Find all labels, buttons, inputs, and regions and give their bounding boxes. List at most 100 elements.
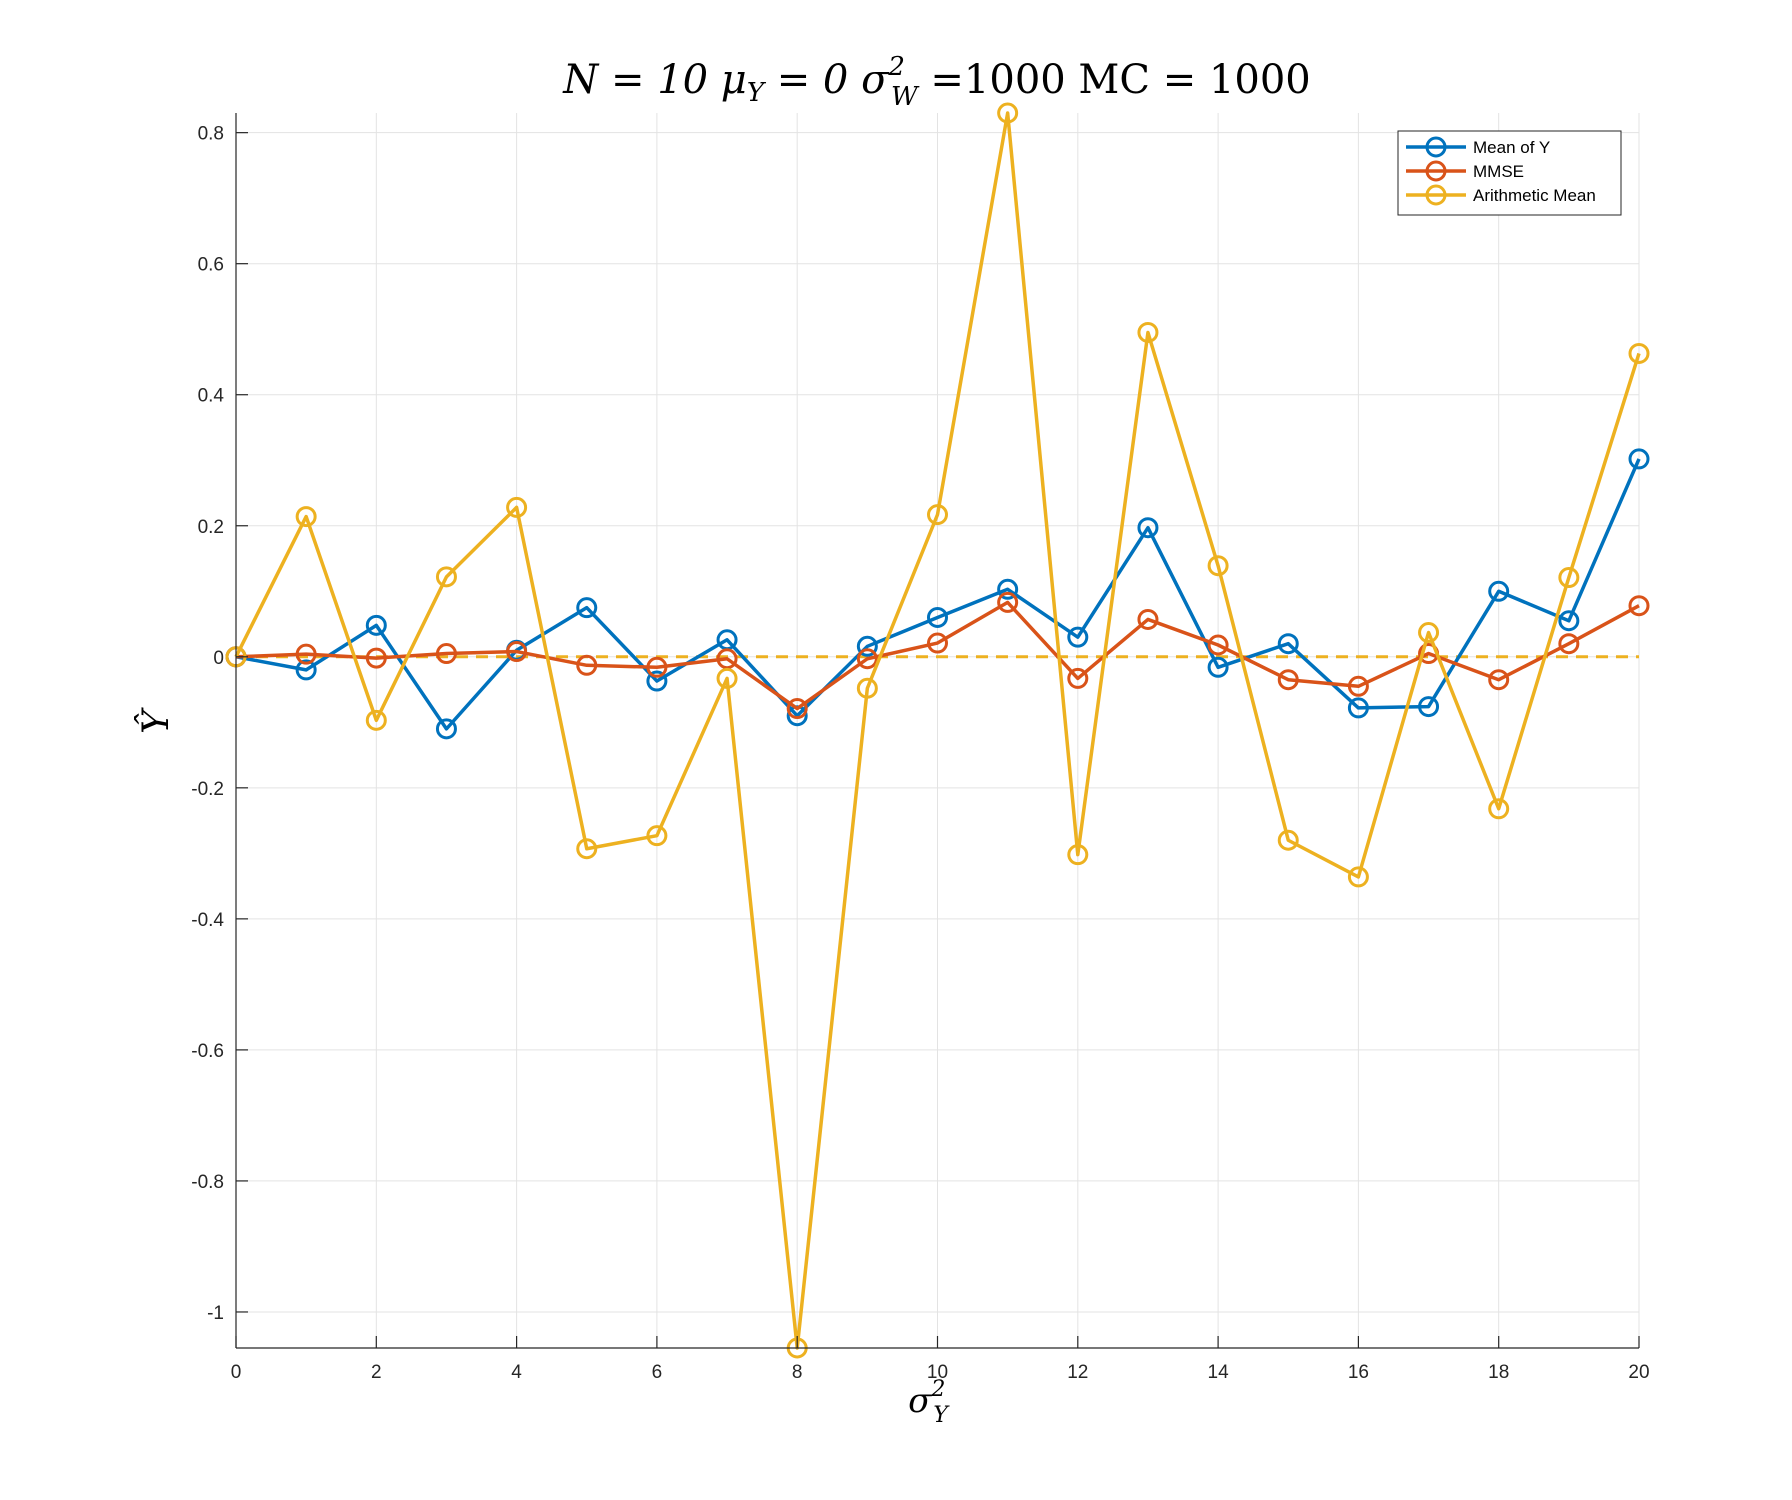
data-point-1-13 <box>1137 608 1159 630</box>
data-point-2-3 <box>435 566 457 588</box>
legend: Mean of Y MMSE Arithmetic Mean <box>1397 130 1622 216</box>
data-point-1-6 <box>646 656 668 678</box>
data-point-1-12 <box>1067 667 1089 689</box>
data-point-0-3 <box>435 718 457 740</box>
y-tick-label-1: -0.8 <box>191 1172 224 1193</box>
data-point-1-18 <box>1488 669 1510 691</box>
x-tick-label-1: 2 <box>371 1362 382 1383</box>
legend-item-2: Arithmetic Mean <box>1406 184 1596 206</box>
x-axis-label-base: σ <box>908 1381 932 1421</box>
series-layer <box>225 102 1650 1359</box>
x-axis-label: σ2 Y <box>908 1377 950 1428</box>
data-point-0-17 <box>1418 696 1440 718</box>
data-point-0-15 <box>1277 633 1299 655</box>
data-point-0-20 <box>1628 448 1650 470</box>
data-point-2-19 <box>1558 567 1580 589</box>
data-point-0-13 <box>1137 517 1159 539</box>
title-sub-2: W <box>891 82 920 112</box>
y-tick-label-8: 0.6 <box>198 255 224 276</box>
legend-label-0: Mean of Y <box>1473 138 1550 157</box>
x-tick-label-5: 10 <box>927 1362 948 1383</box>
legend-item-1: MMSE <box>1406 160 1524 182</box>
legend-label-2: Arithmetic Mean <box>1473 186 1596 205</box>
series-line-1 <box>235 600 1640 711</box>
data-point-2-15 <box>1277 829 1299 851</box>
x-tick-label-2: 4 <box>511 1362 522 1383</box>
data-point-1-10 <box>927 632 948 654</box>
data-point-1-19 <box>1558 633 1580 655</box>
data-point-1-20 <box>1628 595 1650 617</box>
title-part-1: N = 10 μ <box>562 57 747 103</box>
data-point-0-14 <box>1207 656 1229 678</box>
data-point-2-4 <box>506 496 528 518</box>
data-point-2-20 <box>1628 342 1650 364</box>
y-tick-label-3: -0.4 <box>191 910 224 931</box>
data-point-2-11 <box>997 102 1019 124</box>
series-line-0 <box>235 458 1641 731</box>
data-point-2-14 <box>1207 555 1229 577</box>
y-tick-label-0: -1 <box>207 1303 224 1324</box>
data-point-0-2 <box>365 614 387 636</box>
data-point-1-16 <box>1347 675 1369 697</box>
title-part-2: = 0 σ <box>764 57 890 103</box>
data-point-1-11 <box>997 591 1019 613</box>
data-point-1-8 <box>786 698 808 720</box>
data-point-1-14 <box>1207 634 1229 656</box>
y-tick-labels: -1 -0.8 -0.6 -0.4 -0.2 0 0.2 0.4 0.6 0.8 <box>191 124 224 1324</box>
x-axis-label-sup: 2 <box>930 1377 945 1402</box>
data-point-1-5 <box>576 654 598 676</box>
x-tick-label-9: 18 <box>1488 1362 1509 1383</box>
series-1 <box>225 591 1650 720</box>
data-point-1-3 <box>435 643 457 665</box>
data-point-0-12 <box>1067 626 1089 648</box>
x-tick-labels: 0 2 4 6 8 10 12 14 16 18 20 <box>231 1362 1650 1383</box>
data-point-0-11 <box>997 578 1019 600</box>
data-point-2-5 <box>576 838 598 860</box>
legend-label-1: MMSE <box>1473 162 1524 181</box>
data-point-0-5 <box>576 597 598 619</box>
x-tick-label-7: 14 <box>1208 1362 1230 1383</box>
y-tick-label-5: 0 <box>213 648 224 669</box>
data-point-1-7 <box>716 648 738 670</box>
data-point-0-1 <box>295 659 317 681</box>
data-point-0-10 <box>927 606 948 628</box>
data-point-0-9 <box>856 635 878 657</box>
y-tick-label-6: 0.2 <box>198 517 224 538</box>
series-line-2 <box>234 111 1641 1350</box>
data-point-0-19 <box>1558 610 1580 632</box>
data-point-2-18 <box>1488 798 1510 820</box>
data-point-0-6 <box>646 670 668 692</box>
data-point-1-2 <box>365 647 387 669</box>
legend-swatch-marker-1 <box>1425 160 1447 182</box>
y-axis-label: Ŷ <box>135 707 177 734</box>
data-point-1-15 <box>1277 669 1299 691</box>
data-point-2-17 <box>1418 622 1440 644</box>
data-point-2-13 <box>1137 321 1159 343</box>
x-tick-label-4: 8 <box>792 1362 803 1383</box>
data-point-1-4 <box>506 641 528 663</box>
legend-swatch-marker-2 <box>1425 184 1447 206</box>
x-tick-label-6: 12 <box>1067 1362 1088 1383</box>
y-tick-label-4: -0.2 <box>191 779 224 800</box>
legend-swatch-marker-0 <box>1425 136 1447 158</box>
data-point-1-9 <box>856 648 878 670</box>
y-tick-label-9: 0.8 <box>198 124 224 145</box>
data-point-0-16 <box>1347 697 1369 719</box>
data-point-2-9 <box>856 677 878 699</box>
title-sup-2: 2 <box>887 52 905 82</box>
x-tick-label-3: 6 <box>652 1362 663 1383</box>
data-point-2-10 <box>927 504 948 526</box>
data-point-0-18 <box>1488 580 1510 602</box>
data-point-1-1 <box>295 643 317 665</box>
legend-item-0: Mean of Y <box>1406 136 1550 158</box>
data-point-2-6 <box>646 825 668 847</box>
y-tick-label-2: -0.6 <box>191 1041 224 1062</box>
data-point-2-12 <box>1067 844 1089 866</box>
x-tick-label-8: 16 <box>1348 1362 1369 1383</box>
y-axis-label-base: Ŷ <box>135 707 177 734</box>
axes <box>235 113 1640 1349</box>
data-point-2-2 <box>365 709 387 731</box>
x-axis-label-sub: Y <box>933 1403 950 1428</box>
chart-title: N = 10 μY = 0 σ2 W =1000 MC = 1000 <box>562 52 1310 112</box>
